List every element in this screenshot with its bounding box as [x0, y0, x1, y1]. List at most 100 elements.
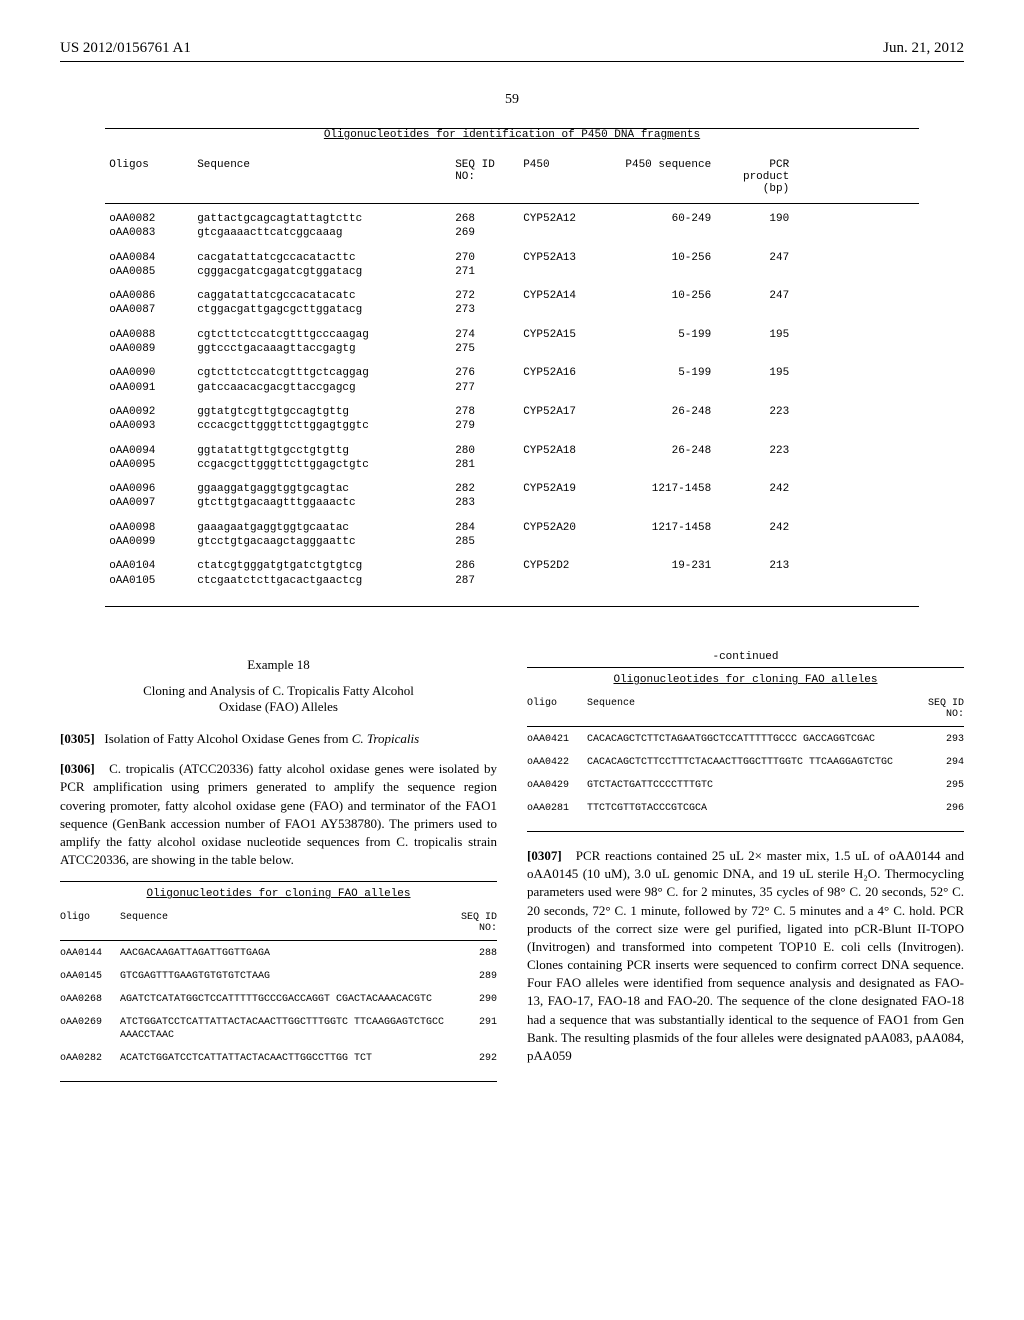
table-row: oAA0099gtcctgtgacaagctagggaattc285 [105, 535, 919, 549]
publication-date: Jun. 21, 2012 [883, 40, 964, 57]
cell-p450seq: 26-248 [617, 444, 715, 458]
cell-p450: CYP52A14 [519, 289, 617, 303]
cell-oligo: oAA0097 [105, 496, 193, 510]
table1-group: oAA0096ggaaggatgaggtggtgcagtac282CYP52A1… [105, 482, 919, 511]
table-row: oAA0087ctggacgattgagcgcttggatacg273 [105, 303, 919, 317]
table2b-header: Oligo Sequence SEQ ID NO: [527, 692, 964, 727]
cell-seqid: 275 [451, 342, 519, 356]
table-row: oAA0105ctcgaatctcttgacactgaactcg287 [105, 574, 919, 588]
cell-oligo: oAA0088 [105, 328, 193, 342]
cell-p450: CYP52A17 [519, 405, 617, 419]
th-oligo: Oligo [527, 698, 587, 720]
table-row: oAA0092ggtatgtcgttgtgccagtgttg278CYP52A1… [105, 405, 919, 419]
cell-pcr [715, 535, 793, 549]
cell-seq: caggatattatcgccacatacatc [193, 289, 451, 303]
cell-seq: cgtcttctccatcgtttgctcaggag [193, 366, 451, 380]
cell-p450seq [617, 265, 715, 279]
cell-oligo: oAA0082 [105, 212, 193, 226]
cell-oligo: oAA0095 [105, 458, 193, 472]
cell-oligo: oAA0093 [105, 419, 193, 433]
fao-oligo-table-left: Oligonucleotides for cloning FAO alleles… [60, 881, 497, 1082]
table1-title: Oligonucleotides for identification of P… [105, 129, 919, 151]
table-row: oAA0429GTCTACTGATTCCCCTTTGTC295 [527, 779, 964, 792]
cell-oligo: oAA0268 [60, 993, 120, 1006]
table-row: oAA0093cccacgcttgggttcttggagtggtc279 [105, 419, 919, 433]
table2-header: Oligo Sequence SEQ ID NO: [60, 906, 497, 941]
table-row: oAA0085cgggacgatcgagatcgtggatacg271 [105, 265, 919, 279]
cell-seq: gaaagaatgaggtggtgcaatac [193, 521, 451, 535]
table-row: oAA0421CACACAGCTCTTCTAGAATGGCTCCATTTTTGC… [527, 733, 964, 746]
cell-oligo: oAA0104 [105, 559, 193, 573]
cell-p450: CYP52A20 [519, 521, 617, 535]
cell-seqid: 274 [451, 328, 519, 342]
cell-p450 [519, 381, 617, 395]
th-seqid: SEQ ID NO: [452, 912, 497, 934]
th-sequence: Sequence [193, 159, 451, 195]
cell-p450: CYP52D2 [519, 559, 617, 573]
cell-seq: GTCGAGTTTGAAGTGTGTGTCTAAG [120, 970, 452, 983]
cell-seq: ctatcgtgggatgtgatctgtgtcg [193, 559, 451, 573]
cell-seq: ATCTGGATCCTCATTATTACTACAACTTGGCTTTGGTC T… [120, 1016, 452, 1042]
cell-seq: ctcgaatctcttgacactgaactcg [193, 574, 451, 588]
cell-pcr [715, 265, 793, 279]
para-num: [0307] [527, 848, 562, 863]
cell-oligo: oAA0422 [527, 756, 587, 769]
th-oligos: Oligos [105, 159, 193, 195]
cell-seq: gtcgaaaacttcatcggcaaag [193, 226, 451, 240]
cell-oligo: oAA0085 [105, 265, 193, 279]
cell-oligo: oAA0096 [105, 482, 193, 496]
cell-seqid: 270 [451, 251, 519, 265]
cell-seqid: 291 [452, 1016, 497, 1042]
cell-seq: AGATCTCATATGGCTCCATTTTTGCCCGACCAGGT CGAC… [120, 993, 452, 1006]
cell-seq: CACACAGCTCTTCCTTTCTACAACTTGGCTTTGGTC TTC… [587, 756, 919, 769]
cell-pcr: 190 [715, 212, 793, 226]
th-seqid: SEQ ID NO: [919, 698, 964, 720]
cell-p450seq [617, 226, 715, 240]
cell-seqid: 282 [451, 482, 519, 496]
cell-seqid: 277 [451, 381, 519, 395]
cell-seq: ccgacgcttgggttcttggagctgtc [193, 458, 451, 472]
cell-p450 [519, 496, 617, 510]
cell-seqid: 286 [451, 559, 519, 573]
cell-seqid: 281 [451, 458, 519, 472]
table-row: oAA0086caggatattatcgccacatacatc272CYP52A… [105, 289, 919, 303]
table1-group: oAA0084cacgatattatcgccacatacttc270CYP52A… [105, 251, 919, 280]
cell-seqid: 284 [451, 521, 519, 535]
cell-oligo: oAA0269 [60, 1016, 120, 1042]
page-number: 59 [60, 92, 964, 108]
cell-oligo: oAA0099 [105, 535, 193, 549]
cell-oligo: oAA0145 [60, 970, 120, 983]
cell-seqid: 296 [919, 802, 964, 815]
paragraph-305: [0305] Isolation of Fatty Alcohol Oxidas… [60, 730, 497, 748]
cell-seqid: 287 [451, 574, 519, 588]
cell-seq: cgggacgatcgagatcgtggatacg [193, 265, 451, 279]
cell-oligo: oAA0091 [105, 381, 193, 395]
cell-pcr: 213 [715, 559, 793, 573]
table-row: oAA0098gaaagaatgaggtggtgcaatac284CYP52A2… [105, 521, 919, 535]
table-row: oAA0145GTCGAGTTTGAAGTGTGTGTCTAAG289 [60, 970, 497, 983]
cell-p450: CYP52A18 [519, 444, 617, 458]
cell-p450seq [617, 381, 715, 395]
cell-seq: cccacgcttgggttcttggagtggtc [193, 419, 451, 433]
table-row: oAA0084cacgatattatcgccacatacttc270CYP52A… [105, 251, 919, 265]
cell-seqid: 290 [452, 993, 497, 1006]
table-row: oAA0281TTCTCGTTGTACCCGTCGCA296 [527, 802, 964, 815]
cell-oligo: oAA0087 [105, 303, 193, 317]
cell-seqid: 295 [919, 779, 964, 792]
cell-oligo: oAA0144 [60, 947, 120, 960]
cell-seqid: 294 [919, 756, 964, 769]
cell-pcr: 247 [715, 289, 793, 303]
cell-pcr [715, 419, 793, 433]
example-number: Example 18 [60, 657, 497, 673]
table1-group: oAA0092ggtatgtcgttgtgccagtgttg278CYP52A1… [105, 405, 919, 434]
table1-group: oAA0104ctatcgtgggatgtgatctgtgtcg286CYP52… [105, 559, 919, 588]
continued-label: -continued [527, 647, 964, 667]
cell-p450seq: 10-256 [617, 251, 715, 265]
th-p450seq: P450 sequence [617, 159, 715, 195]
cell-seq: ggaaggatgaggtggtgcagtac [193, 482, 451, 496]
cell-oligo: oAA0090 [105, 366, 193, 380]
cell-oligo: oAA0092 [105, 405, 193, 419]
cell-seq: ggtatattgttgtgcctgtgttg [193, 444, 451, 458]
cell-seqid: 285 [451, 535, 519, 549]
para-text: C. tropicalis (ATCC20336) fatty alcohol … [60, 761, 497, 867]
